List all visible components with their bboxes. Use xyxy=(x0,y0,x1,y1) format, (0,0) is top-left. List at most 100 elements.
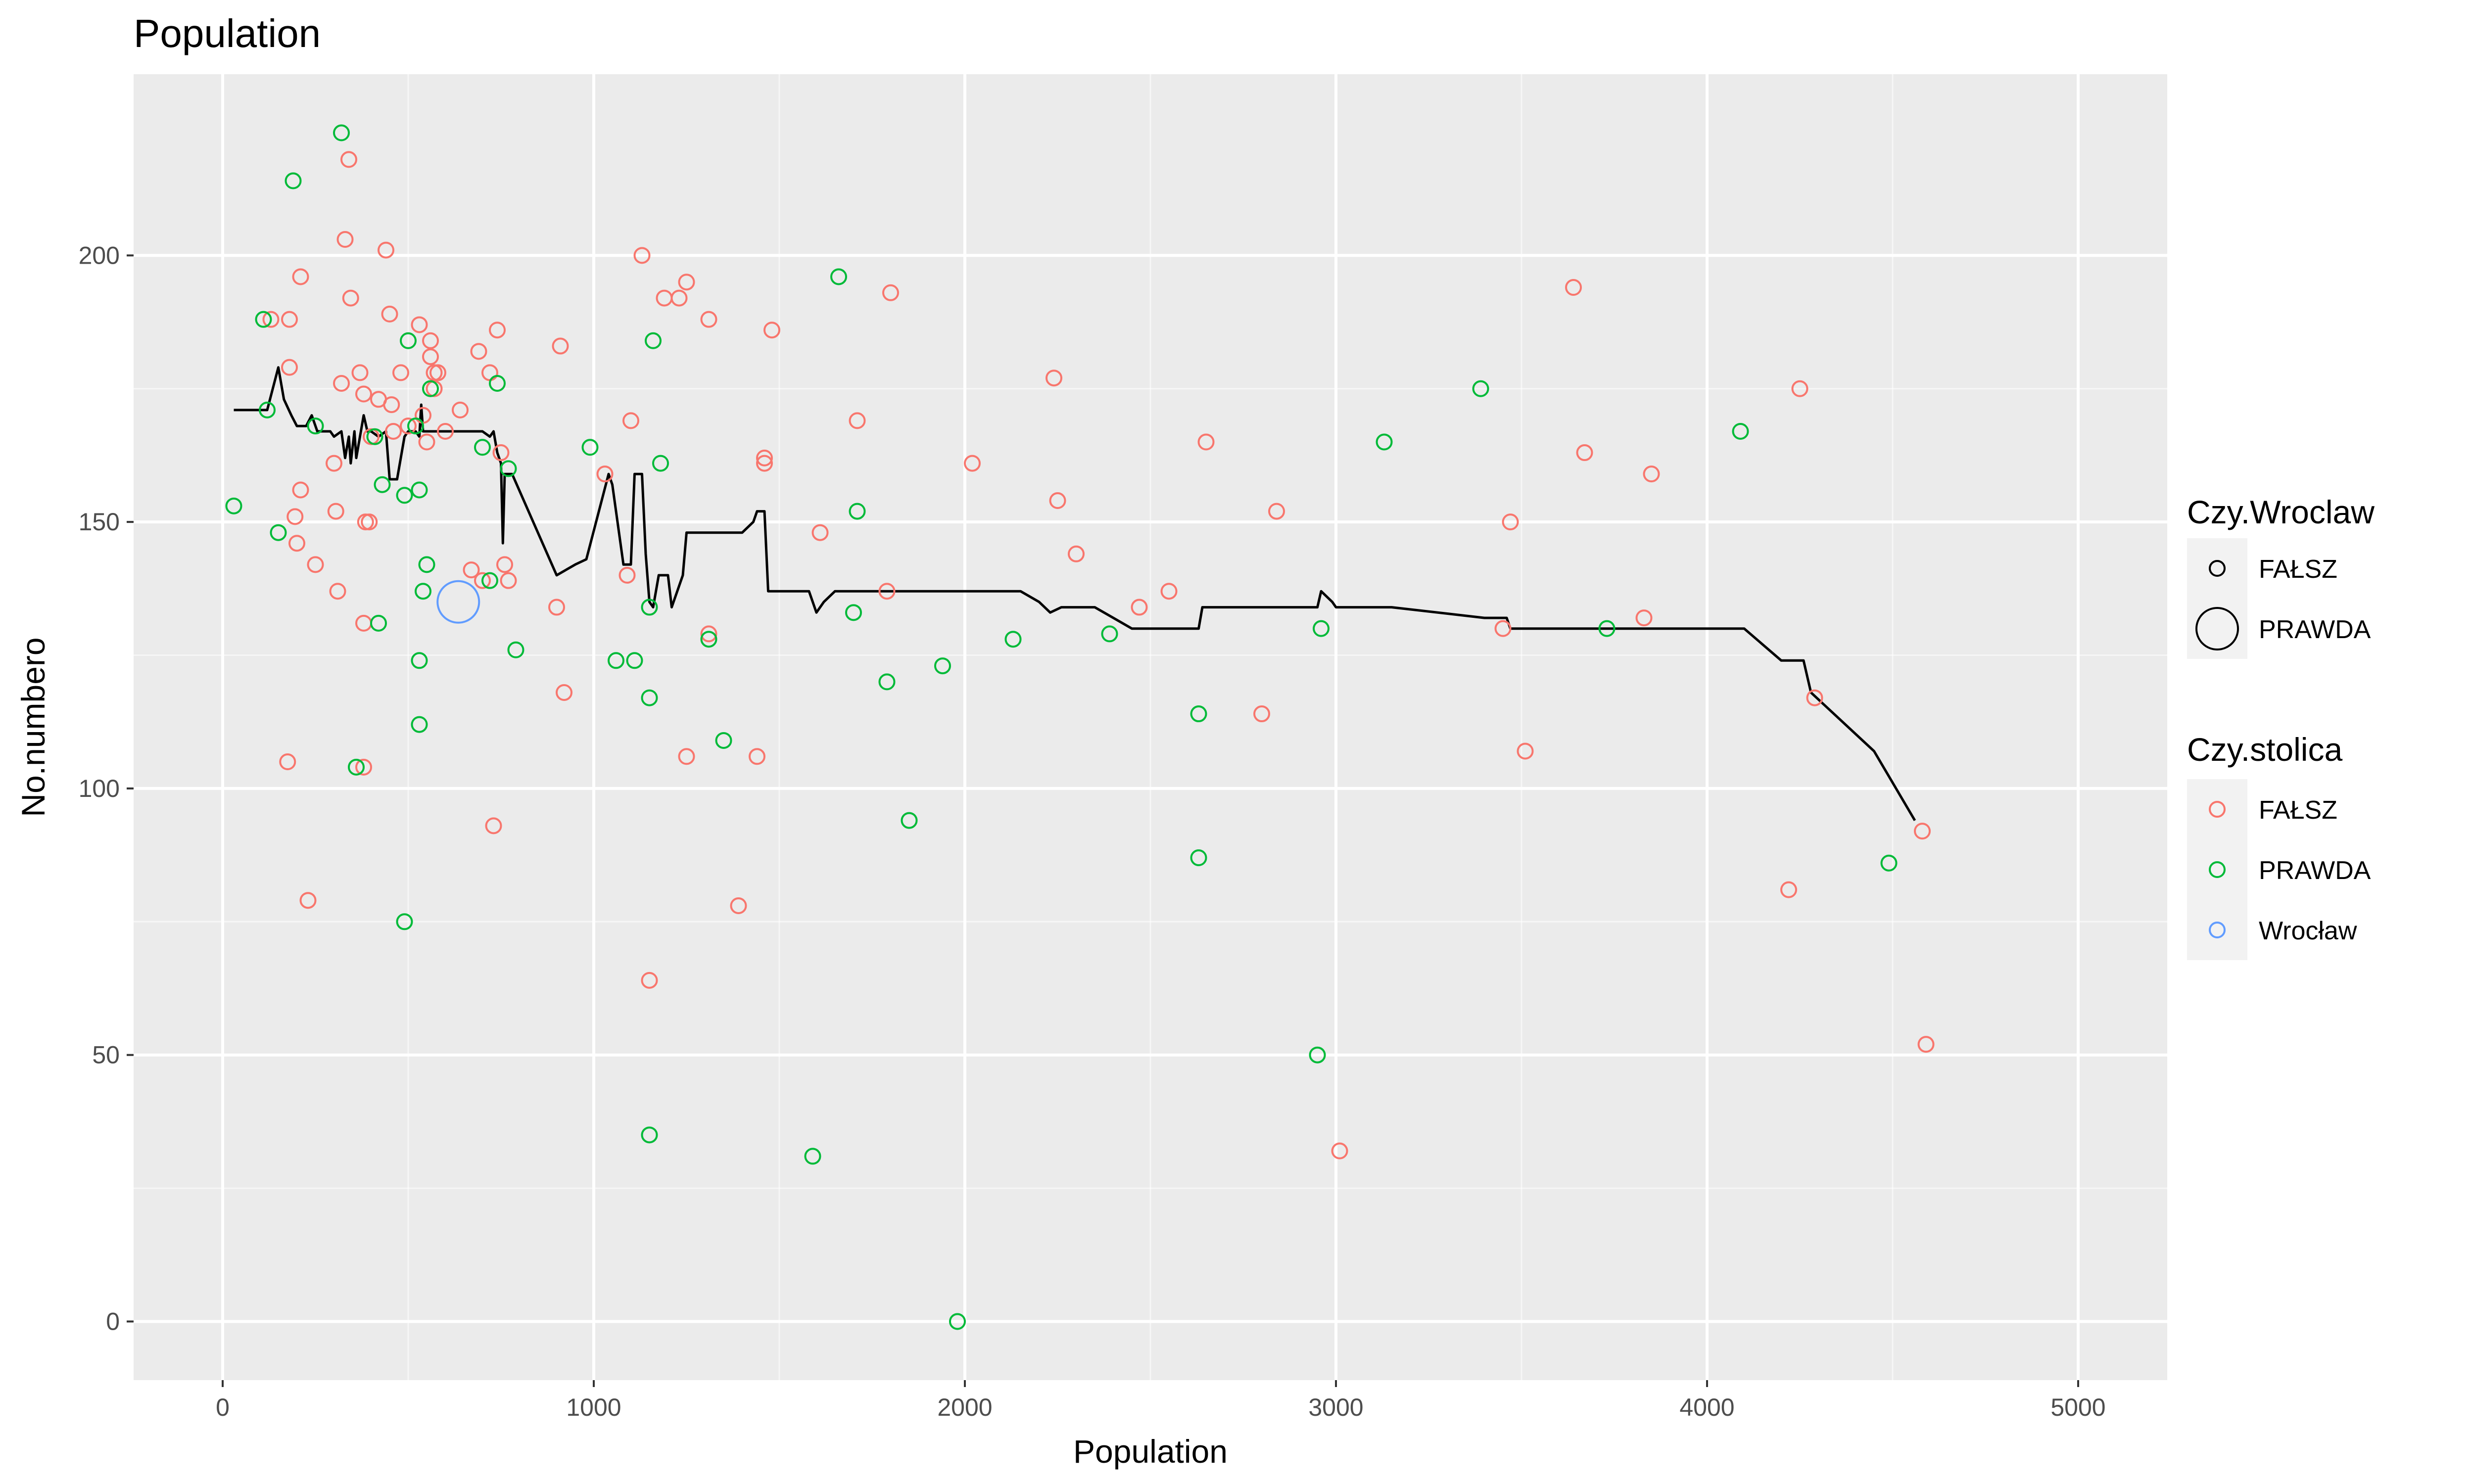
legend-title-czy-stolica: Czy.stolica xyxy=(2187,731,2342,768)
data-point xyxy=(329,583,346,600)
data-point xyxy=(474,439,491,456)
data-point xyxy=(348,758,365,776)
data-point xyxy=(811,524,829,541)
data-point xyxy=(307,417,324,435)
data-point xyxy=(481,572,498,589)
data-point xyxy=(1732,422,1749,440)
data-point xyxy=(400,417,417,435)
y-tick-label: 150 xyxy=(79,508,120,536)
data-point xyxy=(378,241,394,259)
data-point xyxy=(381,305,398,323)
data-point xyxy=(411,652,428,669)
data-point xyxy=(392,364,409,381)
data-point xyxy=(749,748,765,765)
data-point xyxy=(374,476,391,493)
data-point xyxy=(342,289,359,307)
data-point xyxy=(366,428,383,445)
legend-title-czy-wroclaw: Czy.Wroclaw xyxy=(2187,494,2375,530)
trend-line-group xyxy=(234,366,1916,821)
legend-label: FAŁSZ xyxy=(2259,555,2337,584)
data-point xyxy=(492,444,510,462)
data-point xyxy=(1914,823,1931,840)
data-point xyxy=(355,385,372,403)
data-point xyxy=(901,812,918,829)
data-point xyxy=(281,359,298,376)
data-point xyxy=(361,513,378,531)
data-point xyxy=(489,374,506,392)
legend-label: PRAWDA xyxy=(2259,856,2371,885)
data-point xyxy=(700,625,717,643)
legend-key-color xyxy=(2209,861,2226,878)
data-point xyxy=(422,348,439,366)
data-point xyxy=(700,631,717,648)
data-point xyxy=(1517,742,1534,760)
data-point xyxy=(1253,705,1270,723)
legend-key-size xyxy=(2195,607,2239,650)
y-tick-label: 200 xyxy=(79,241,120,269)
x-axis-title: Population xyxy=(1073,1433,1228,1470)
data-point xyxy=(496,556,513,573)
data-point xyxy=(259,401,276,418)
chart-title: Population xyxy=(134,11,321,55)
x-tick-label: 2000 xyxy=(937,1393,992,1421)
data-point xyxy=(470,343,487,360)
data-point xyxy=(1806,689,1823,706)
legend-label: PRAWDA xyxy=(2259,615,2371,644)
data-point xyxy=(340,151,357,168)
data-point xyxy=(474,572,491,589)
data-point xyxy=(949,1313,966,1330)
y-tick-label: 100 xyxy=(79,775,120,802)
data-point xyxy=(618,566,636,584)
data-point xyxy=(326,455,342,472)
legend-label: FAŁSZ xyxy=(2259,796,2337,825)
points-group xyxy=(225,124,1935,1330)
x-tick-label: 5000 xyxy=(2050,1393,2105,1421)
trend-line xyxy=(234,366,1916,821)
data-point xyxy=(596,465,614,483)
data-point xyxy=(292,268,309,285)
data-point xyxy=(333,374,350,392)
data-point xyxy=(1331,1142,1348,1159)
data-point xyxy=(418,433,435,451)
data-point xyxy=(351,364,369,381)
data-point xyxy=(285,172,302,189)
legend-label: Wrocław xyxy=(2259,917,2357,945)
data-point xyxy=(1502,513,1519,531)
data-point xyxy=(641,599,658,616)
data-point xyxy=(641,689,658,706)
data-point xyxy=(288,535,305,552)
data-point xyxy=(396,913,413,930)
data-point xyxy=(383,396,400,414)
data-point xyxy=(452,401,469,418)
data-point xyxy=(1917,1036,1935,1053)
data-point xyxy=(411,316,428,333)
data-point xyxy=(756,455,773,472)
y-tick-label: 50 xyxy=(92,1041,120,1069)
data-point xyxy=(415,583,431,600)
data-point xyxy=(830,268,847,285)
data-point xyxy=(556,684,572,701)
data-point xyxy=(964,455,981,472)
data-point xyxy=(670,289,688,307)
legend-key-bg xyxy=(2187,538,2247,599)
data-point xyxy=(422,332,439,349)
data-point xyxy=(507,641,524,658)
data-point xyxy=(385,422,402,440)
legend-key-bg xyxy=(2187,779,2247,839)
x-tick-label: 3000 xyxy=(1308,1393,1363,1421)
data-point xyxy=(626,652,643,669)
data-point xyxy=(1880,854,1898,872)
data-point xyxy=(678,274,695,291)
data-point xyxy=(1780,881,1797,898)
data-point xyxy=(336,231,354,248)
data-point xyxy=(1068,545,1085,562)
data-point xyxy=(422,380,439,397)
legend: Czy.Wroclaw FAŁSZ PRAWDA Czy.stolica FAŁSZ PR… xyxy=(2187,494,2375,960)
data-point xyxy=(608,652,624,669)
data-point xyxy=(763,322,780,339)
y-axis-title: No.numbero xyxy=(15,637,51,817)
grid xyxy=(134,74,2167,1380)
data-point xyxy=(262,311,280,328)
data-point xyxy=(882,284,899,301)
data-point xyxy=(849,503,866,520)
